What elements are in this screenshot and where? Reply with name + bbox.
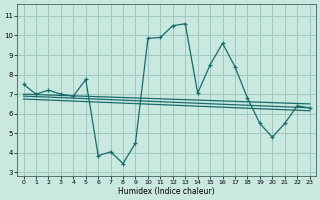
X-axis label: Humidex (Indice chaleur): Humidex (Indice chaleur): [118, 187, 215, 196]
